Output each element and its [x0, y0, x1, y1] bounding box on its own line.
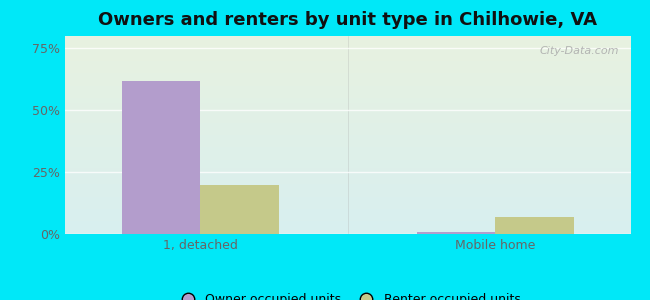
Text: City-Data.com: City-Data.com	[540, 46, 619, 56]
Bar	[200, 184, 279, 234]
Title: Owners and renters by unit type in Chilhowie, VA: Owners and renters by unit type in Chilh…	[98, 11, 597, 29]
Bar	[417, 232, 495, 234]
Bar	[122, 80, 200, 234]
Bar	[495, 217, 574, 234]
Legend: Owner occupied units, Renter occupied units: Owner occupied units, Renter occupied un…	[170, 288, 525, 300]
